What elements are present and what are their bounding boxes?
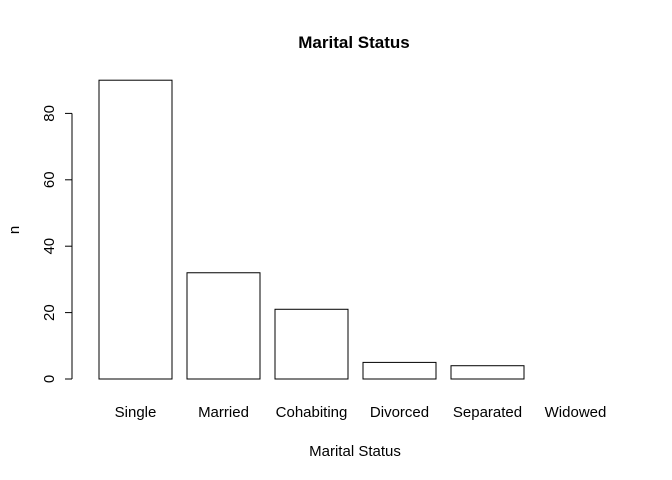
x-tick-label-widowed: Widowed <box>545 404 607 421</box>
bars-group <box>98 79 525 380</box>
bar-divorced <box>362 361 437 380</box>
x-tick-label-single: Single <box>115 404 157 421</box>
y-tick-label: 0 <box>41 375 58 383</box>
y-axis-label: n <box>6 226 23 234</box>
bar-single <box>98 79 173 380</box>
x-tick-label-separated: Separated <box>453 404 522 421</box>
bar-cohabiting <box>274 308 349 380</box>
y-tick-label: 60 <box>41 171 58 188</box>
x-tick-label-cohabiting: Cohabiting <box>276 404 348 421</box>
x-tick-label-married: Married <box>198 404 249 421</box>
y-tick-label: 20 <box>41 304 58 321</box>
x-axis-label: Marital Status <box>309 443 401 460</box>
chart-title: Marital Status <box>298 33 409 52</box>
x-tick-labels: Single Married Cohabiting Divorced Separated… <box>115 404 607 421</box>
y-axis: 0 20 40 60 80 <box>41 105 73 383</box>
bar-separated <box>450 365 525 380</box>
bar-married <box>186 272 261 380</box>
y-tick-label: 80 <box>41 105 58 122</box>
x-tick-label-divorced: Divorced <box>370 404 429 421</box>
y-tick-label: 40 <box>41 238 58 255</box>
